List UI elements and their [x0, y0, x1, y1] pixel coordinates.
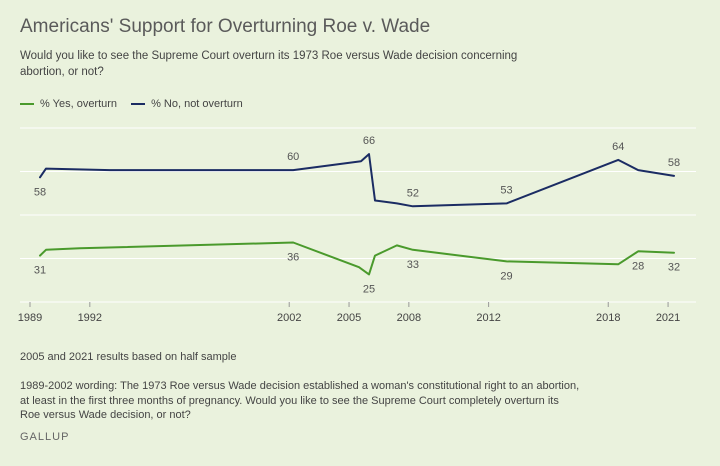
- data-label: 60: [287, 151, 299, 163]
- x-tick-label: 2005: [337, 312, 361, 324]
- legend-swatch-no: [131, 103, 146, 105]
- data-label: 33: [407, 259, 419, 271]
- x-tick-label: 2012: [476, 312, 500, 324]
- chart-title: Americans' Support for Overturning Roe v…: [20, 16, 431, 37]
- chart-subtitle: Would you like to see the Supreme Court …: [20, 50, 518, 78]
- sample-note: 2005 and 2021 results based on half samp…: [20, 351, 237, 363]
- legend-label-no: % No, not overturn: [151, 98, 243, 110]
- line-chart: 1989 1992 2002 2005 2008 2012 2018 2021 31 36 25 33…: [18, 127, 696, 324]
- legend-item-yes: % Yes, overturn: [20, 98, 117, 110]
- x-tick-label: 2002: [277, 312, 301, 324]
- series-line-yes: [39, 241, 675, 276]
- data-label: 64: [612, 141, 624, 153]
- legend: % Yes, overturn % No, not overturn: [20, 98, 243, 110]
- data-label: 53: [500, 184, 512, 196]
- x-tick-label: 2021: [656, 312, 680, 324]
- data-label: 58: [34, 186, 46, 198]
- x-tick-label: 1992: [78, 312, 102, 324]
- gallup-logo: GALLUP: [20, 431, 70, 443]
- data-label: 29: [500, 270, 512, 282]
- legend-swatch-yes: [20, 103, 34, 105]
- x-tick-label: 1989: [18, 312, 42, 324]
- data-label: 58: [668, 157, 680, 169]
- series-line-no: [39, 153, 675, 208]
- data-label: 28: [632, 260, 644, 272]
- data-label: 32: [668, 262, 680, 274]
- wording-note: 1989-2002 wording: The 1973 Roe versus W…: [20, 380, 580, 421]
- x-tick-label: 2008: [397, 312, 421, 324]
- data-label: 25: [363, 283, 375, 295]
- legend-label-yes: % Yes, overturn: [40, 98, 118, 110]
- data-label: 66: [363, 135, 375, 147]
- x-tick-label: 2018: [596, 312, 620, 324]
- data-label: 31: [34, 265, 46, 277]
- legend-item-no: % No, not overturn: [131, 98, 243, 110]
- data-label: 52: [407, 187, 419, 199]
- data-label: 36: [287, 252, 299, 264]
